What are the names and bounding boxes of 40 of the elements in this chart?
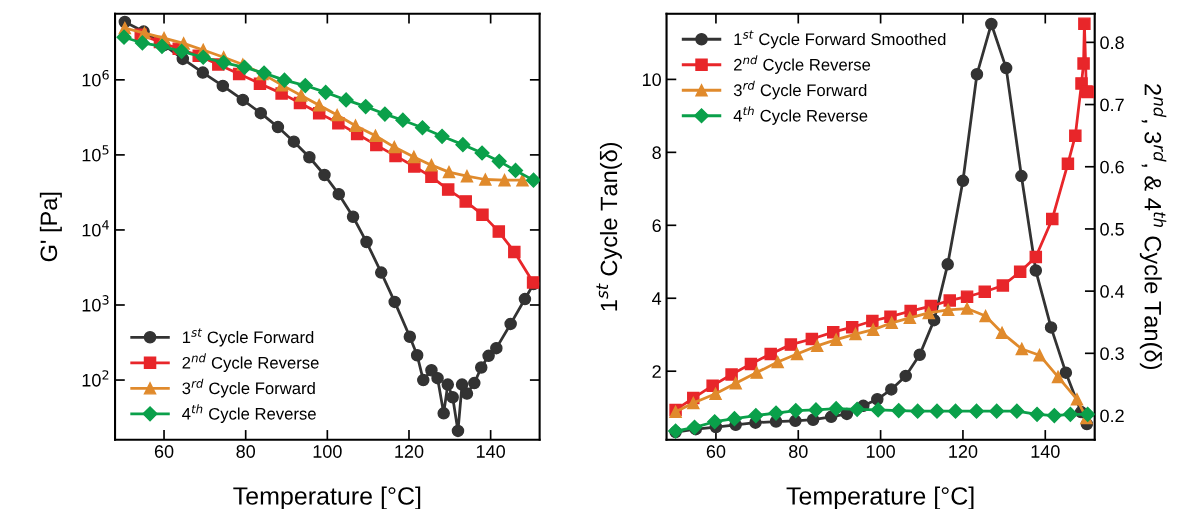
y-tick-label: 10 [642, 73, 661, 87]
y-tick-label: 2 [652, 365, 661, 378]
y-tick-label: 10$^{4}$ [82, 220, 109, 237]
y-tick-label: 8 [652, 146, 661, 160]
y2-tick-label: 0.3 [1100, 347, 1124, 361]
y-tick-label: 10$^{5}$ [82, 145, 109, 162]
x-tick-label: 100 [313, 445, 342, 458]
legend-label: 2$^{nd}$ Cycle Reverse [182, 353, 319, 372]
x-axis-title: Temperature [°C] [786, 486, 974, 509]
x-tick-label: 60 [706, 445, 726, 458]
legend-label: 3$^{rd}$ Cycle Forward [733, 80, 867, 100]
y2-tick-label: 0.5 [1100, 222, 1124, 236]
x-tick-label: 120 [395, 445, 424, 458]
x-tick-label: 100 [866, 445, 895, 458]
y-tick-label: 10$^{2}$ [82, 370, 109, 387]
legend-label: 3$^{rd}$ Cycle Forward [182, 378, 315, 398]
legend-label: 1$^{st}$ Cycle Forward Smoothed [734, 30, 946, 49]
y-tick-label: 10$^{6}$ [82, 69, 109, 87]
x-tick-label: 140 [476, 445, 505, 458]
x-tick-label: 140 [1031, 445, 1060, 458]
legend-label: 4$^{th}$ Cycle Reverse [733, 106, 868, 125]
x-tick-label: 120 [949, 445, 978, 458]
y2-tick-label: 0.4 [1100, 285, 1125, 298]
y2-tick-label: 0.2 [1100, 409, 1124, 423]
y-axis-title: G' [Pa] [39, 192, 62, 262]
y2-axis-title: 2$^{nd}$, 3$^{rd}$, & 4$^{th}$ Cycle Tan(δ) [1139, 84, 1167, 369]
y-axis-title: 1$^{st}$ Cycle Tan(δ) [596, 142, 622, 311]
y2-tick-label: 0.8 [1100, 36, 1124, 50]
x-tick-label: 80 [236, 445, 256, 458]
y-tick-label: 6 [652, 219, 661, 233]
legend-label: 1$^{st}$ Cycle Forward [182, 328, 314, 347]
x-axis-title: Temperature [°C] [233, 486, 421, 509]
x-tick-label: 80 [789, 445, 808, 458]
x-tick-label: 60 [154, 445, 174, 458]
y-tick-label: 4 [652, 292, 662, 305]
legend-label: 2$^{nd}$ Cycle Reverse [734, 55, 871, 74]
legend-label: 4$^{th}$ Cycle Reverse [182, 404, 316, 423]
y2-tick-label: 0.6 [1100, 160, 1124, 174]
y-tick-label: 10$^{3}$ [82, 295, 109, 312]
y2-tick-label: 0.7 [1100, 98, 1124, 112]
